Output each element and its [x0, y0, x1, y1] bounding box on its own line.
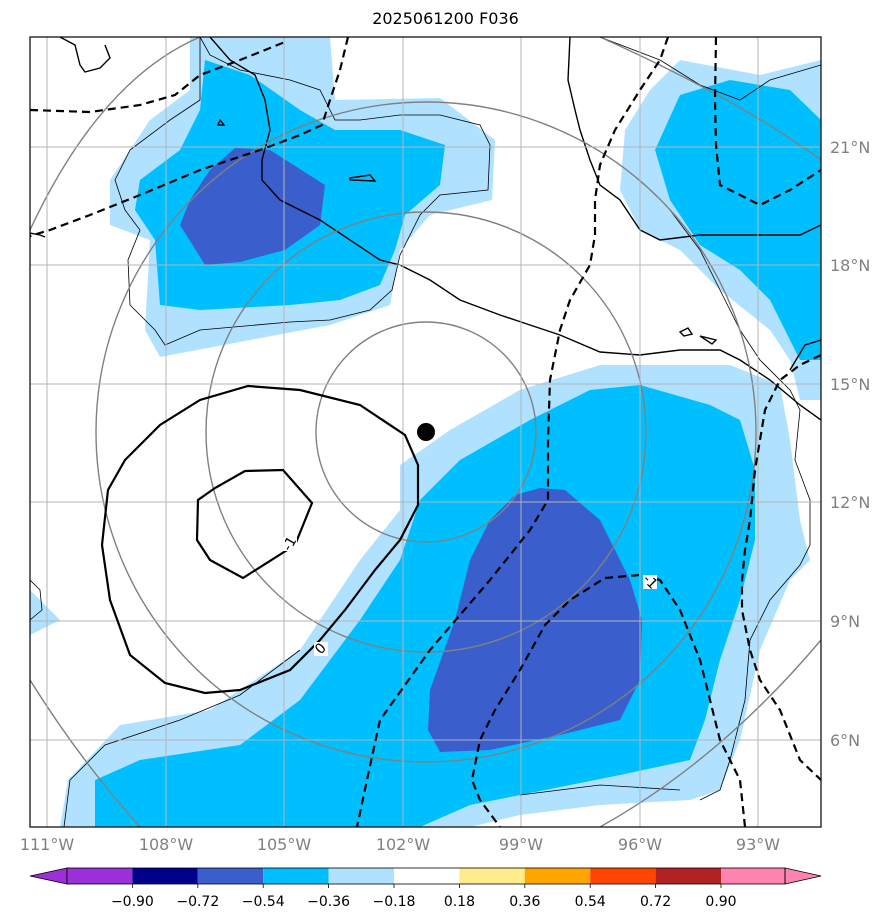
coastline-layer [30, 37, 821, 421]
colorbar-bin [394, 868, 460, 884]
colorbar-bin [524, 868, 591, 884]
lon-label-105w: 105°W [257, 835, 312, 854]
contour-label-minus-one-left: -1 [280, 534, 301, 554]
lon-label-93w: 93°W [736, 835, 780, 854]
colorbar-tick-label: −0.72 [176, 894, 219, 910]
colorbar-tick-label: −0.18 [373, 894, 416, 910]
colorbar-bin [655, 868, 721, 884]
colorbar-tick-label: 0.54 [575, 894, 606, 910]
lat-label-9n: 9°N [830, 612, 860, 631]
lat-label-15n: 15°N [830, 375, 870, 394]
dashed-contours [30, 37, 821, 827]
lon-label-111w: 111°W [20, 835, 75, 854]
colorbar-bin [328, 868, 394, 884]
contour-minus-one-dashed [470, 573, 747, 827]
contour-labels: -1 0 -1 [280, 534, 661, 658]
colorbar-extend-high [784, 867, 822, 885]
lon-label-108w: 108°W [139, 835, 194, 854]
contour-minus-one-solid [195, 468, 314, 580]
colorbar-bin [67, 868, 133, 884]
colorbar-tick-label: −0.36 [307, 894, 350, 910]
colorbar-extend-low [29, 867, 68, 885]
lat-label-12n: 12°N [830, 493, 870, 512]
lon-label-102w: 102°W [376, 835, 431, 854]
colorbar-tick-label: −0.54 [242, 894, 285, 910]
lat-axis-labels: 21°N 18°N 15°N 12°N 9°N 6°N [830, 138, 870, 750]
range-rings [30, 37, 821, 827]
colorbar-tick-label: 0.18 [444, 894, 475, 910]
colorbar-bin [263, 868, 329, 884]
lat-label-21n: 21°N [830, 138, 870, 157]
colorbar-tick-label: −0.90 [111, 894, 154, 910]
storm-center-dot [417, 423, 435, 441]
chart-title: 2025061200 F036 [372, 9, 519, 28]
graticule [30, 37, 821, 827]
colorbar-tick-label: 0.72 [640, 894, 671, 910]
lon-label-99w: 99°W [499, 835, 543, 854]
lat-label-18n: 18°N [830, 256, 870, 275]
map-frame [29, 36, 822, 828]
colorbar-tick-label: 0.90 [705, 894, 736, 910]
solid-contours [100, 384, 420, 695]
colorbar-bin [197, 868, 264, 884]
colorbar-bin [721, 868, 785, 884]
boundary-layer [30, 37, 821, 827]
colorbar: −0.90 −0.72 −0.54 −0.36 −0.18 0.18 0.36 … [29, 867, 822, 910]
lon-axis-labels: 111°W 108°W 105°W 102°W 99°W 96°W 93°W [20, 835, 780, 854]
colorbar-bin [590, 868, 656, 884]
colorbar-tick-label: 0.36 [509, 894, 540, 910]
colorbar-bin [132, 868, 198, 884]
contour-zero [100, 384, 420, 695]
lat-label-6n: 6°N [830, 731, 860, 750]
lon-label-96w: 96°W [618, 835, 662, 854]
colorbar-bin [459, 868, 525, 884]
